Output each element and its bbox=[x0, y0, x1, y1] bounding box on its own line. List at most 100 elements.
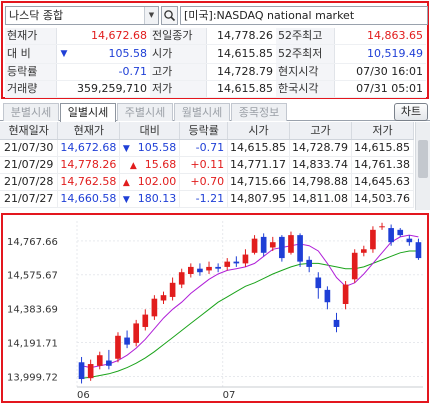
col-header-low[interactable]: 저가 bbox=[351, 122, 415, 140]
cell-open: 14,807.95 bbox=[227, 190, 291, 208]
tab-minute[interactable]: 분별시세 bbox=[3, 103, 59, 121]
candle-body bbox=[315, 277, 322, 289]
candle-body bbox=[415, 242, 422, 259]
cell-low: 14,645.63 bbox=[351, 173, 415, 191]
change-value: 180.13 bbox=[137, 192, 177, 205]
candle-body bbox=[151, 298, 158, 317]
up-triangle-icon: ▲ bbox=[129, 161, 137, 171]
cell-change: ▼ 105.58 bbox=[119, 139, 181, 157]
candle-body bbox=[370, 229, 376, 250]
tab-monthly[interactable]: 월별시세 bbox=[174, 103, 230, 121]
candle-body bbox=[124, 337, 130, 345]
cell-low: 14,761.38 bbox=[351, 156, 415, 174]
chart-canvas: 14,767.66 14,575.67 14,383.69 14,191.71 13,9… bbox=[7, 221, 423, 401]
change-value: 105.58 bbox=[137, 141, 177, 154]
col-header-date[interactable]: 현재일자 bbox=[0, 122, 59, 140]
candle-body bbox=[360, 249, 367, 253]
tab-bar: 분별시세 일별시세 주별시세 월별시세 종목정보 차트 bbox=[0, 102, 430, 122]
candle-body bbox=[342, 284, 349, 304]
label-local-time: 현지시각 bbox=[276, 63, 335, 81]
down-triangle-icon: ▼ bbox=[122, 144, 130, 154]
cell-date: 21/07/27 bbox=[0, 190, 59, 208]
cell-price: 14,660.58 bbox=[57, 190, 121, 208]
cell-date: 21/07/30 bbox=[0, 139, 59, 157]
label-change: 대 비 bbox=[5, 44, 57, 64]
x-tick-label: 07 bbox=[223, 390, 236, 401]
chevron-down-icon[interactable]: ▼ bbox=[144, 7, 158, 24]
cell-rate: -1.21 bbox=[179, 190, 229, 208]
cell-date: 21/07/28 bbox=[0, 173, 59, 191]
market-field: [미국]:NASDAQ national market bbox=[180, 6, 428, 25]
value-korea-time: 07/31 05:01 bbox=[334, 80, 426, 99]
table-row[interactable]: 21/07/30 14,672.68 ▼ 105.58 -0.71 14,615.85 14… bbox=[0, 139, 415, 157]
cell-rate: +0.70 bbox=[179, 173, 229, 191]
scrollbar-thumb[interactable] bbox=[418, 140, 428, 178]
search-row: 나스닥 종합 ▼ [미국]:NASDAQ national market bbox=[5, 6, 428, 25]
label-52w-low: 52주최저 bbox=[276, 44, 335, 64]
cell-rate: -0.71 bbox=[179, 139, 229, 157]
cell-high: 14,811.08 bbox=[289, 190, 352, 208]
summary-row: 거래량 359,259,710 저가 14,615.85 한국시각 07/31 05:01 bbox=[5, 80, 426, 99]
candle-body bbox=[206, 266, 212, 271]
cell-change: ▼ 180.13 bbox=[119, 190, 181, 208]
down-arrow-icon: ▼ bbox=[56, 44, 70, 64]
value-open: 14,615.85 bbox=[206, 44, 276, 64]
value-52w-high: 14,863.65 bbox=[334, 28, 426, 46]
candlestick-chart[interactable]: 14,767.66 14,575.67 14,383.69 14,191.71 13,9… bbox=[1, 213, 429, 403]
candle-body bbox=[406, 238, 413, 243]
stock-name: 나스닥 종합 bbox=[9, 9, 64, 22]
value-prev-close: 14,778.26 bbox=[206, 28, 276, 46]
candle-body bbox=[197, 268, 203, 273]
candle-body bbox=[306, 259, 313, 267]
label-52w-high: 52주최고 bbox=[276, 28, 335, 46]
col-header-rate[interactable]: 등락률 bbox=[179, 122, 229, 140]
tab-stock-info[interactable]: 종목정보 bbox=[231, 103, 287, 121]
candle-body bbox=[133, 323, 140, 343]
candle-body bbox=[106, 360, 112, 366]
candle-body bbox=[242, 254, 249, 264]
cell-open: 14,715.66 bbox=[227, 173, 291, 191]
candle-body bbox=[87, 364, 94, 379]
label-open: 시가 bbox=[150, 44, 207, 64]
candle-body bbox=[269, 242, 276, 248]
chart-button[interactable]: 차트 bbox=[394, 103, 428, 121]
candle-body bbox=[187, 266, 194, 274]
cell-change: ▲ 102.00 bbox=[119, 173, 181, 191]
cell-low: 14,503.76 bbox=[351, 190, 415, 208]
search-button[interactable] bbox=[161, 6, 178, 25]
cell-price: 14,672.68 bbox=[57, 139, 121, 157]
candle-body bbox=[96, 355, 103, 366]
label-price: 현재가 bbox=[5, 28, 57, 46]
candle-body bbox=[260, 236, 267, 253]
table-scrollbar[interactable] bbox=[415, 122, 430, 210]
down-triangle-icon: ▼ bbox=[122, 195, 130, 205]
candle-body bbox=[379, 226, 385, 228]
col-header-price[interactable]: 현재가 bbox=[57, 122, 121, 140]
cell-price: 14,778.26 bbox=[57, 156, 121, 174]
tab-daily[interactable]: 일별시세 bbox=[60, 103, 116, 122]
candle-body bbox=[333, 319, 340, 327]
tab-weekly[interactable]: 주별시세 bbox=[117, 103, 173, 121]
summary-table: 현재가 14,672.68 전일종가 14,778.26 52주최고 14,863.65 대… bbox=[5, 28, 426, 99]
col-header-change[interactable]: 대비 bbox=[119, 122, 181, 140]
y-tick-label: 14,767.66 bbox=[7, 237, 58, 248]
value-change: 105.58 bbox=[70, 44, 150, 64]
cell-open: 14,615.85 bbox=[227, 139, 291, 157]
col-header-open[interactable]: 시가 bbox=[227, 122, 291, 140]
candle-body bbox=[251, 238, 258, 253]
cell-price: 14,762.58 bbox=[57, 173, 121, 191]
change-value: 15.68 bbox=[144, 158, 177, 171]
candle-body bbox=[351, 252, 358, 280]
value-high: 14,728.79 bbox=[206, 63, 276, 81]
stock-selector[interactable]: 나스닥 종합 ▼ bbox=[5, 6, 159, 25]
label-high: 고가 bbox=[150, 63, 207, 81]
candle-body bbox=[324, 289, 331, 303]
cell-rate: +0.11 bbox=[179, 156, 229, 174]
col-header-high[interactable]: 고가 bbox=[289, 122, 352, 140]
table-row[interactable]: 21/07/27 14,660.58 ▼ 180.13 -1.21 14,807.95 14… bbox=[0, 190, 415, 208]
candle-body bbox=[169, 282, 176, 297]
table-row[interactable]: 21/07/28 14,762.58 ▲ 102.00 +0.70 14,715.66 14… bbox=[0, 173, 415, 191]
candle-body bbox=[288, 235, 294, 253]
value-low: 14,615.85 bbox=[206, 80, 276, 99]
table-row[interactable]: 21/07/29 14,778.26 ▲ 15.68 +0.11 14,771.17 14,… bbox=[0, 156, 415, 174]
